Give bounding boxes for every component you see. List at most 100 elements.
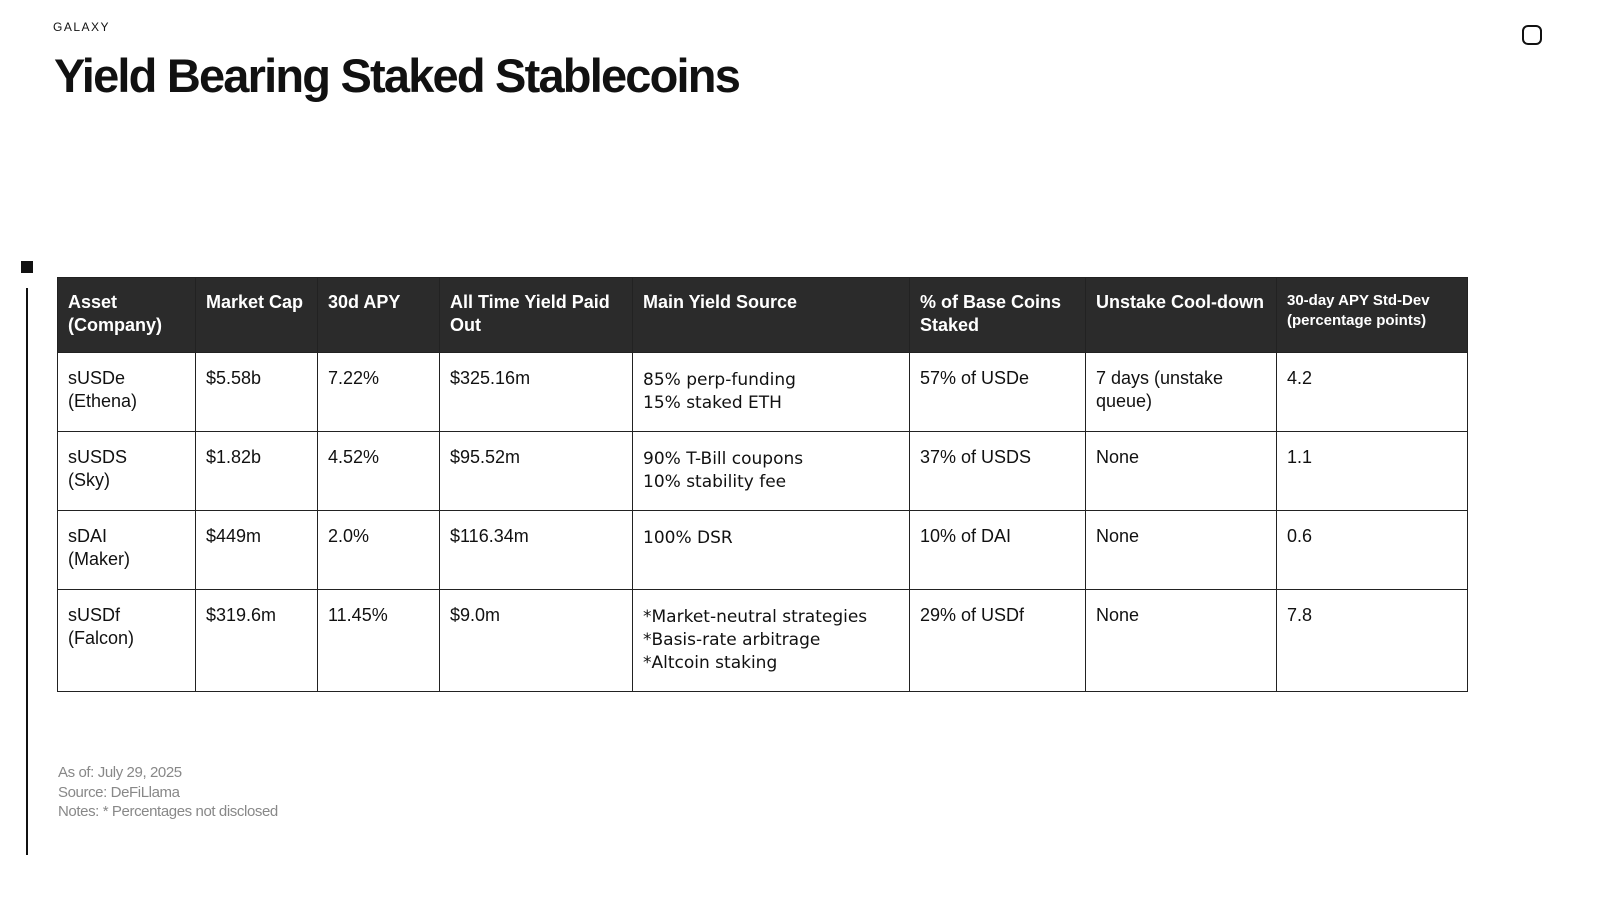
cell-line: Market Cap [206,292,304,312]
cell-line: 1.1 [1287,447,1313,467]
table-cell: 1.1 [1276,431,1468,511]
table: Asset (Company) Market Cap 30d APY All Time … [57,277,1468,692]
cell-line: None [1096,526,1140,546]
column-header: Main Yield Source [632,277,910,353]
column-header: Asset (Company) [57,277,196,353]
cell-line: (Maker) [68,549,130,569]
cell-line: *Basis-rate arbitrage [643,630,821,650]
table-cell: 37% of USDS [909,431,1086,511]
table-cell: None [1085,510,1277,590]
footnotes: As of: July 29, 2025 Source: DeFiLlama Not… [58,763,278,822]
cell-line: 4.2 [1287,368,1313,388]
cell-line: (Ethena) [68,391,138,411]
column-header: % of Base Coins Staked [909,277,1086,353]
cell-line: 0.6 [1287,526,1313,546]
table-cell: $95.52m [439,431,633,511]
cell-line: 4.52% [328,447,380,467]
table-cell: 100% DSR [632,510,910,590]
table-cell: 4.52% [317,431,440,511]
cell-line: sDAI [68,526,108,546]
cell-line: 57% of USDe [920,368,1030,388]
cell-line: All Time Yield Paid [450,292,610,312]
cell-line: 10% of DAI [920,526,1012,546]
column-header: 30-day APY Std-Dev (percentage points) [1276,277,1468,353]
cell-line: None [1096,447,1140,467]
table-cell: 4.2 [1276,352,1468,432]
title: Yield Bearing Staked Stablecoins [54,49,741,102]
table-cell: 0.6 [1276,510,1468,590]
cell-line: 90% T-Bill coupons [643,449,804,469]
cell-line: Out [450,315,481,335]
cell-line: $9.0m [450,605,501,625]
table-cell: 29% of USDf [909,589,1086,692]
cell-line: *Altcoin staking [643,653,778,673]
cell-line: queue) [1096,391,1153,411]
table-cell: $325.16m [439,352,633,432]
table-cell: 7.22% [317,352,440,432]
table-cell: 90% T-Bill coupons 10% stability fee [632,431,910,511]
side-line [26,288,28,855]
cell-line: *Market-neutral strategies [643,607,868,627]
table-cell: None [1085,431,1277,511]
cell-line: (Falcon) [68,628,135,648]
cell-line: 2.0% [328,526,370,546]
cell-line: $449m [206,526,262,546]
table-cell: $5.58b [195,352,318,432]
cell-line: (Company) [68,315,162,335]
table-cell: $449m [195,510,318,590]
table-row: sUSDf (Falcon) $319.6m 11.45% $9.0m *Market-n… [57,589,1468,692]
cell-line: 29% of USDf [920,605,1025,625]
table-cell: $319.6m [195,589,318,692]
table-cell: *Market-neutral strategies *Basis-rate ar… [632,589,910,692]
logo-icon [1522,25,1542,45]
table-row: sUSDS (Sky) $1.82b 4.52% $95.52m 90% T-Bill c… [57,431,1468,511]
table-cell: sDAI (Maker) [57,510,196,590]
cell-line: 15% staked ETH [643,393,782,413]
cell-line: 85% perp-funding [643,370,796,390]
cell-line: % of Base Coins [920,292,1062,312]
cell-line: Asset [68,292,118,312]
column-header: Market Cap [195,277,318,353]
table-cell: 7.8 [1276,589,1468,692]
table-cell: 57% of USDe [909,352,1086,432]
table-cell: $1.82b [195,431,318,511]
cell-line: 37% of USDS [920,447,1032,467]
footnote: As of: July 29, 2025 [58,764,182,781]
cell-line: (Sky) [68,470,110,490]
cell-line: $325.16m [450,368,531,388]
table-cell: sUSDf (Falcon) [57,589,196,692]
table-row: sUSDe (Ethena) $5.58b 7.22% $325.16m 85% perp… [57,352,1468,432]
cell-line: $319.6m [206,605,277,625]
cell-line: 30-day APY Std-Dev [1287,292,1430,309]
column-header: Unstake Cool-down [1085,277,1277,353]
footnote: Notes: * Percentages not disclosed [58,803,278,820]
footnote: Source: DeFiLlama [58,783,180,801]
brand: GALAXY [53,20,111,34]
table-row: sDAI (Maker) $449m 2.0% $116.34m 100% DSR 10% … [57,510,1468,590]
cell-line: Staked [920,315,980,335]
cell-line: $5.58b [206,368,262,388]
cell-line: 7.22% [328,368,380,388]
cell-line: 7 days (unstake [1096,368,1224,388]
cell-line: (percentage points) [1287,312,1427,329]
cell-line: Unstake Cool-down [1096,292,1265,312]
column-header: All Time Yield Paid Out [439,277,633,353]
cell-line: $1.82b [206,447,262,467]
table-cell: sUSDe (Ethena) [57,352,196,432]
cell-line: sUSDf [68,605,121,625]
cell-line: 11.45% [328,605,388,625]
table-cell: 10% of DAI [909,510,1086,590]
table-cell: 85% perp-funding 15% staked ETH [632,352,910,432]
cell-line: 10% stability fee [643,472,787,492]
header-row: Asset (Company) Market Cap 30d APY All Time … [57,277,1468,353]
table-body: sUSDe (Ethena) $5.58b 7.22% $325.16m 85% perp… [57,352,1468,692]
cell-line: 100% DSR [643,528,733,548]
table-cell: $116.34m [439,510,633,590]
table-cell: sUSDS (Sky) [57,431,196,511]
cell-line: Main Yield Source [643,292,798,312]
cell-line: sUSDe [68,368,126,388]
cell-line: 7.8 [1287,605,1313,625]
table-cell: 11.45% [317,589,440,692]
table-cell: $9.0m [439,589,633,692]
